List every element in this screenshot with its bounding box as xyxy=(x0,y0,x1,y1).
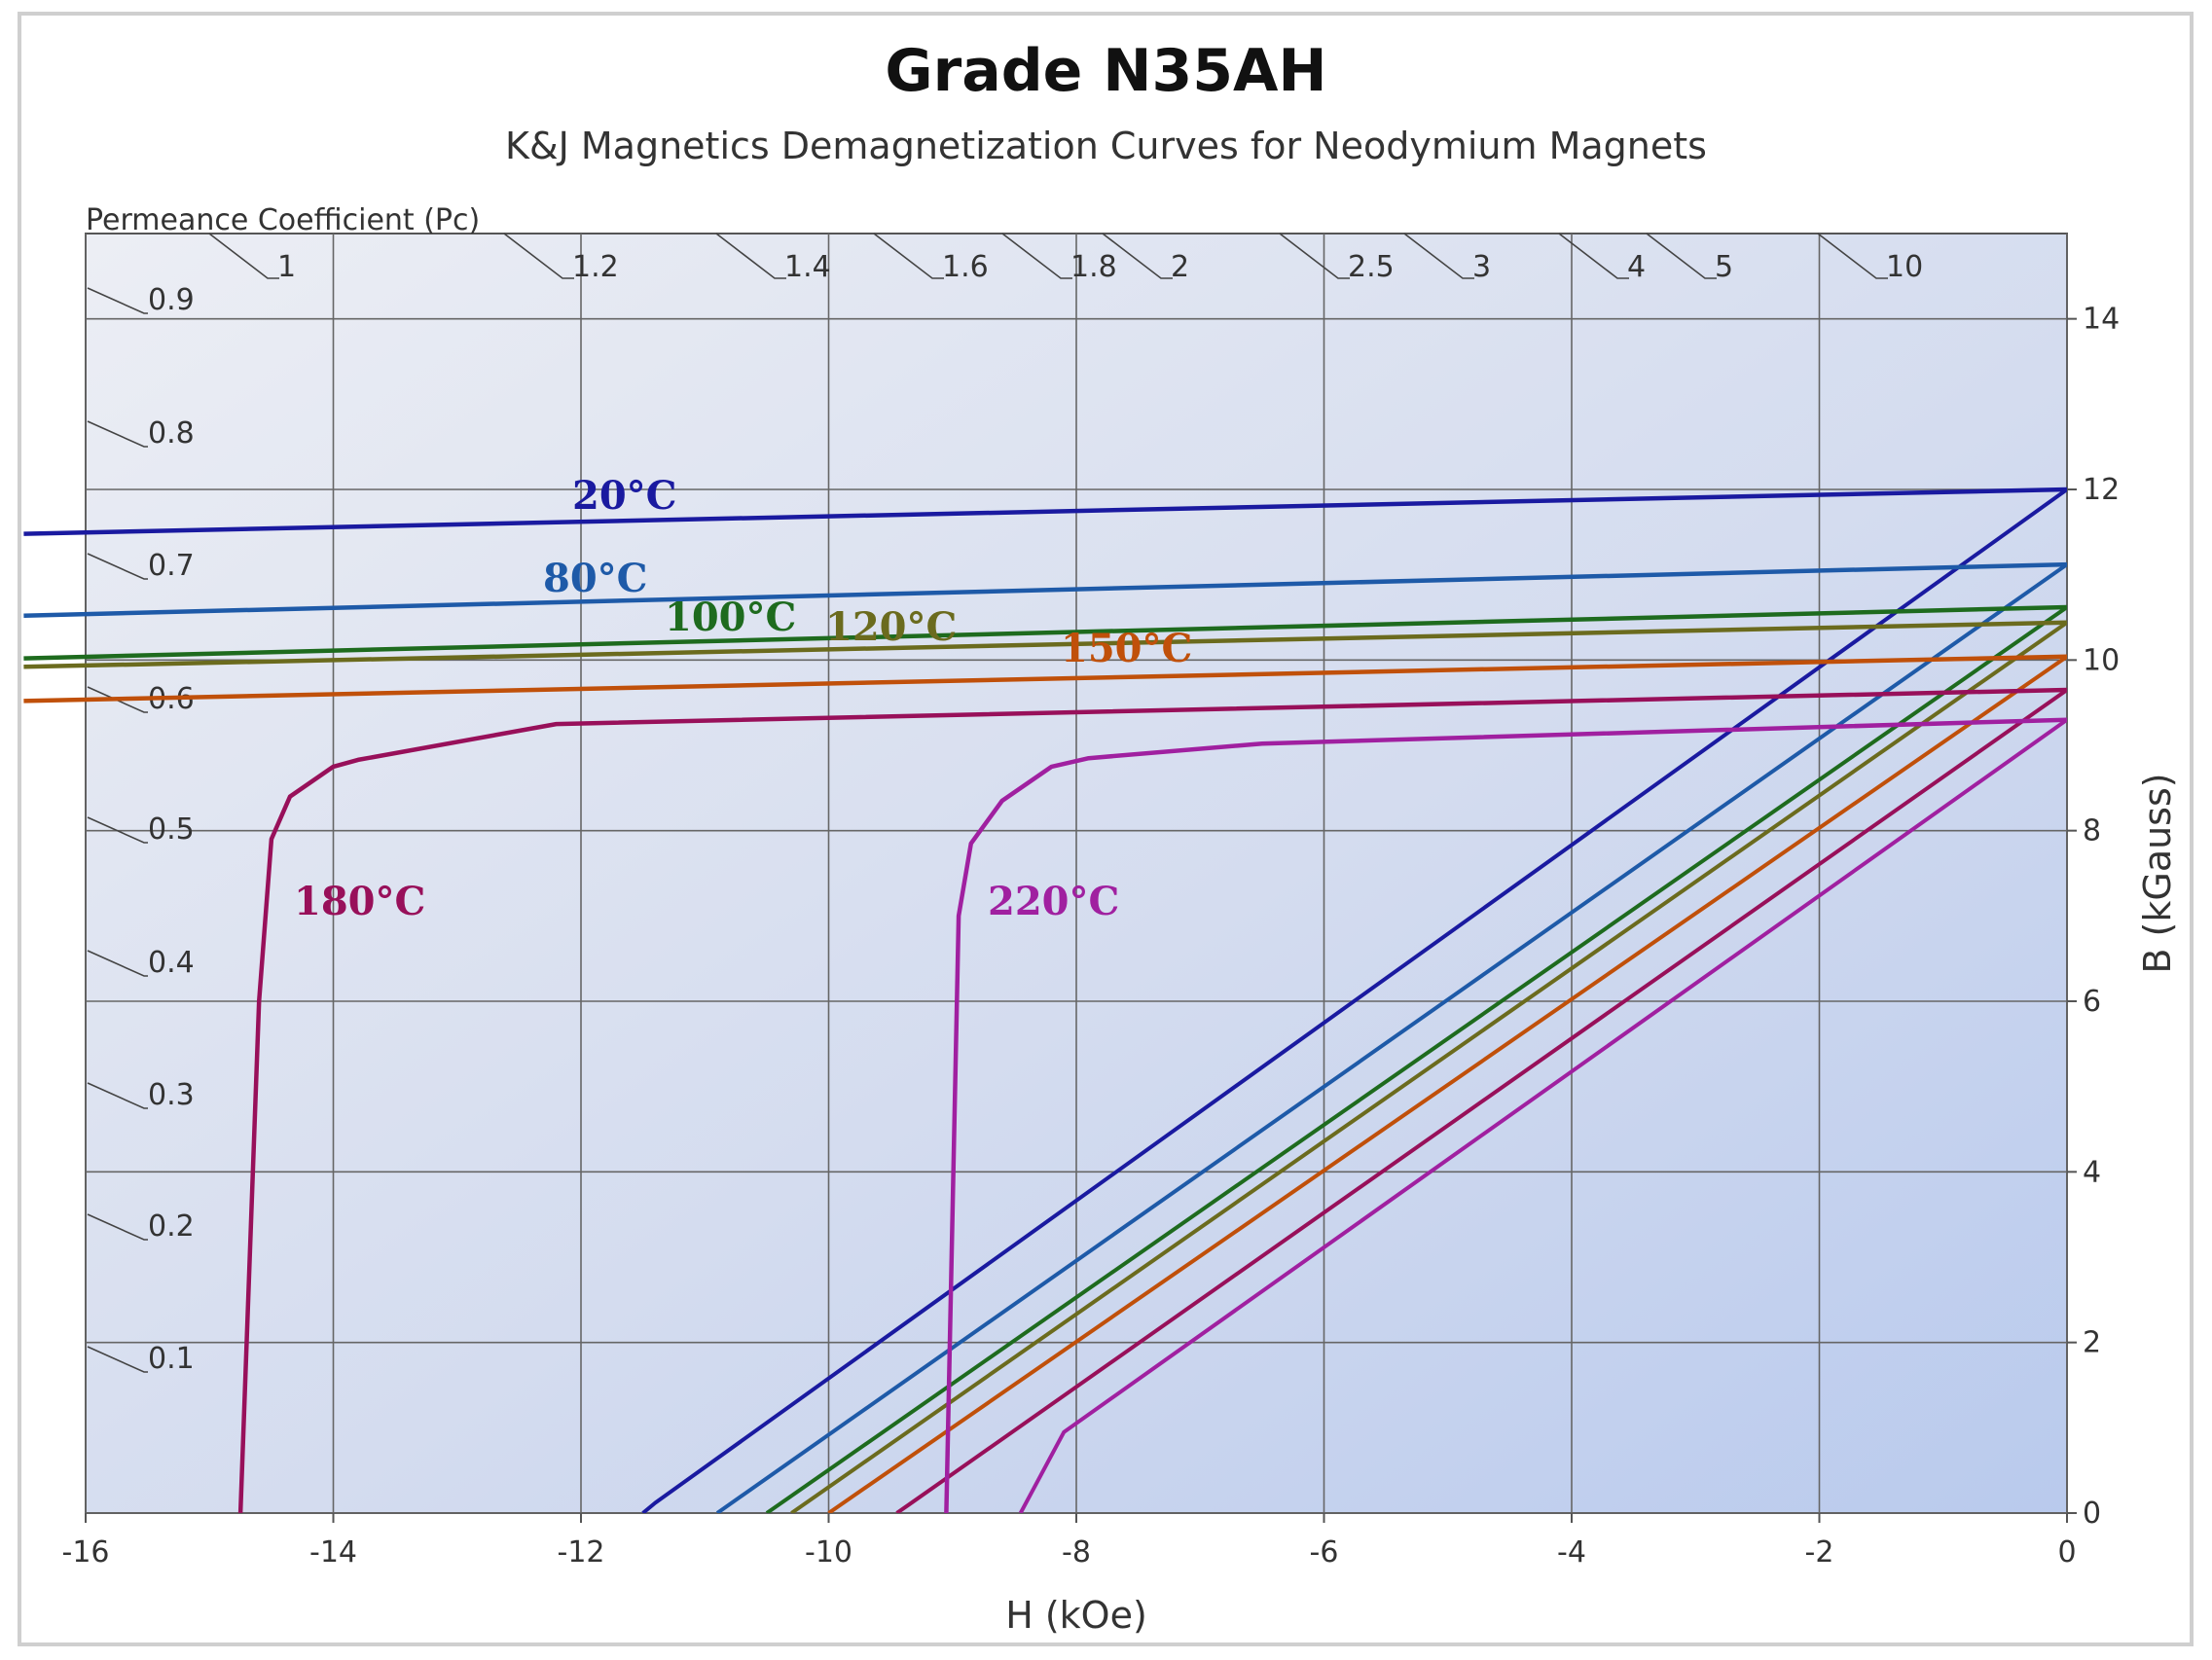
series-recoil-line-5 xyxy=(895,688,2067,1513)
pc-left-tick xyxy=(87,420,148,448)
series-labels: 20°C 80°C 100°C 120°C 150°C 180°C 220°C xyxy=(294,473,1192,924)
series-recoil-line-2 xyxy=(765,605,2067,1513)
pc-left-label: 0.8 xyxy=(148,416,195,451)
series-recoil-line-4 xyxy=(827,655,2067,1513)
x-tick-label: -12 xyxy=(558,1535,605,1570)
series-label-1: 80°C xyxy=(543,556,648,601)
x-tick-label: -10 xyxy=(805,1535,852,1570)
pc-left-tick xyxy=(87,1346,148,1373)
series-label-5: 180°C xyxy=(294,879,425,924)
series-line-6 xyxy=(944,717,2067,1513)
pc-top-label: 1.4 xyxy=(784,250,831,284)
pc-left-label: 0.3 xyxy=(148,1078,195,1112)
pc-top-label: 3 xyxy=(1472,250,1491,284)
y-axis-title: B (kGauss) xyxy=(2136,773,2179,973)
pc-left-label: 0.7 xyxy=(148,549,195,583)
chart-subtitle: K&J Magnetics Demagnetization Curves for… xyxy=(505,125,1707,167)
x-tick-label: -16 xyxy=(62,1535,110,1570)
series-line-2 xyxy=(23,604,2067,661)
y-tick-label: 0 xyxy=(2083,1497,2101,1531)
y-tick-label: 8 xyxy=(2083,814,2101,848)
pc-top-tick xyxy=(1102,233,1173,279)
pc-top-tick xyxy=(1279,233,1350,279)
pc-top-label: 10 xyxy=(1886,250,1923,284)
series-label-0: 20°C xyxy=(572,473,677,519)
x-tick-label: -4 xyxy=(1557,1535,1586,1570)
pc-left-tick xyxy=(87,1082,148,1109)
pc-top-label: 1 xyxy=(277,250,296,284)
pc-left-label: 0.9 xyxy=(148,283,195,317)
pc-left-tick xyxy=(87,950,148,977)
pc-left-tick xyxy=(87,553,148,580)
y-tick-label: 4 xyxy=(2083,1155,2101,1189)
series-label-4: 150°C xyxy=(1061,626,1192,671)
series-label-2: 100°C xyxy=(665,595,796,640)
permeance-lines: Permeance Coefficient (Pc) 1 1.2 1.4 1.6 1.8 2… xyxy=(86,203,1923,1376)
pc-top-label: 4 xyxy=(1627,250,1646,284)
pc-top-tick xyxy=(873,233,944,279)
series-recoil-line-6 xyxy=(1018,718,2067,1513)
pc-top-label: 2.5 xyxy=(1348,250,1395,284)
series-label-6: 220°C xyxy=(988,879,1119,924)
pc-left-tick xyxy=(87,686,148,713)
pc-top-tick xyxy=(715,233,786,279)
series-recoil-line-3 xyxy=(790,621,2067,1513)
pc-left-tick xyxy=(87,1213,148,1241)
pc-top-tick xyxy=(1817,233,1888,279)
pc-left-label: 0.1 xyxy=(148,1342,195,1376)
series-recoil-line-0 xyxy=(641,487,2067,1513)
pc-left-label: 0.4 xyxy=(148,946,195,980)
y-tick-label: 2 xyxy=(2083,1326,2101,1360)
x-tick-label: -2 xyxy=(1805,1535,1834,1570)
series-label-3: 120°C xyxy=(825,604,957,650)
x-tick-label: -8 xyxy=(1062,1535,1091,1570)
x-axis-title: H (kOe) xyxy=(1005,1594,1147,1637)
pc-top-label: 1.8 xyxy=(1070,250,1117,284)
x-tick-label: 0 xyxy=(2057,1535,2076,1570)
pc-left-tick xyxy=(87,816,148,844)
pc-top-tick xyxy=(503,233,574,279)
y-tick-label: 6 xyxy=(2083,985,2101,1019)
y-tick-label: 10 xyxy=(2083,643,2120,677)
series-line-5 xyxy=(237,687,2067,1513)
pc-top-tick xyxy=(1646,233,1717,279)
x-tick-label: -6 xyxy=(1310,1535,1339,1570)
pc-left-tick xyxy=(87,287,148,314)
pc-top-tick xyxy=(208,233,279,279)
y-tick-label: 12 xyxy=(2083,473,2120,507)
chart-title: Grade N35AH xyxy=(885,37,1327,105)
pc-left-label: 0.2 xyxy=(148,1209,195,1244)
series-line-0 xyxy=(23,487,2067,536)
pc-left-label: 0.5 xyxy=(148,812,195,847)
series-line-4 xyxy=(23,654,2067,704)
pc-top-tick xyxy=(1558,233,1629,279)
pc-top-label: 5 xyxy=(1715,250,1733,284)
series-recoil-line-1 xyxy=(715,562,2067,1513)
axes: -16 -14 -12 -10 -8 -6 -4 -2 00 2 4 6 8 10 12 14 H (kOe) B… xyxy=(62,303,2180,1637)
series-line-1 xyxy=(23,561,2067,618)
pc-top-label: 1.2 xyxy=(572,250,619,284)
pc-top-label: 1.6 xyxy=(942,250,989,284)
x-tick-label: -14 xyxy=(309,1535,357,1570)
pc-axis-title: Permeance Coefficient (Pc) xyxy=(86,203,480,237)
pc-top-tick xyxy=(1001,233,1072,279)
pc-top-label: 2 xyxy=(1171,250,1189,284)
pc-top-tick xyxy=(1403,233,1474,279)
y-tick-label: 14 xyxy=(2083,303,2120,337)
series-line-3 xyxy=(23,620,2067,669)
series-group xyxy=(23,487,2067,1513)
